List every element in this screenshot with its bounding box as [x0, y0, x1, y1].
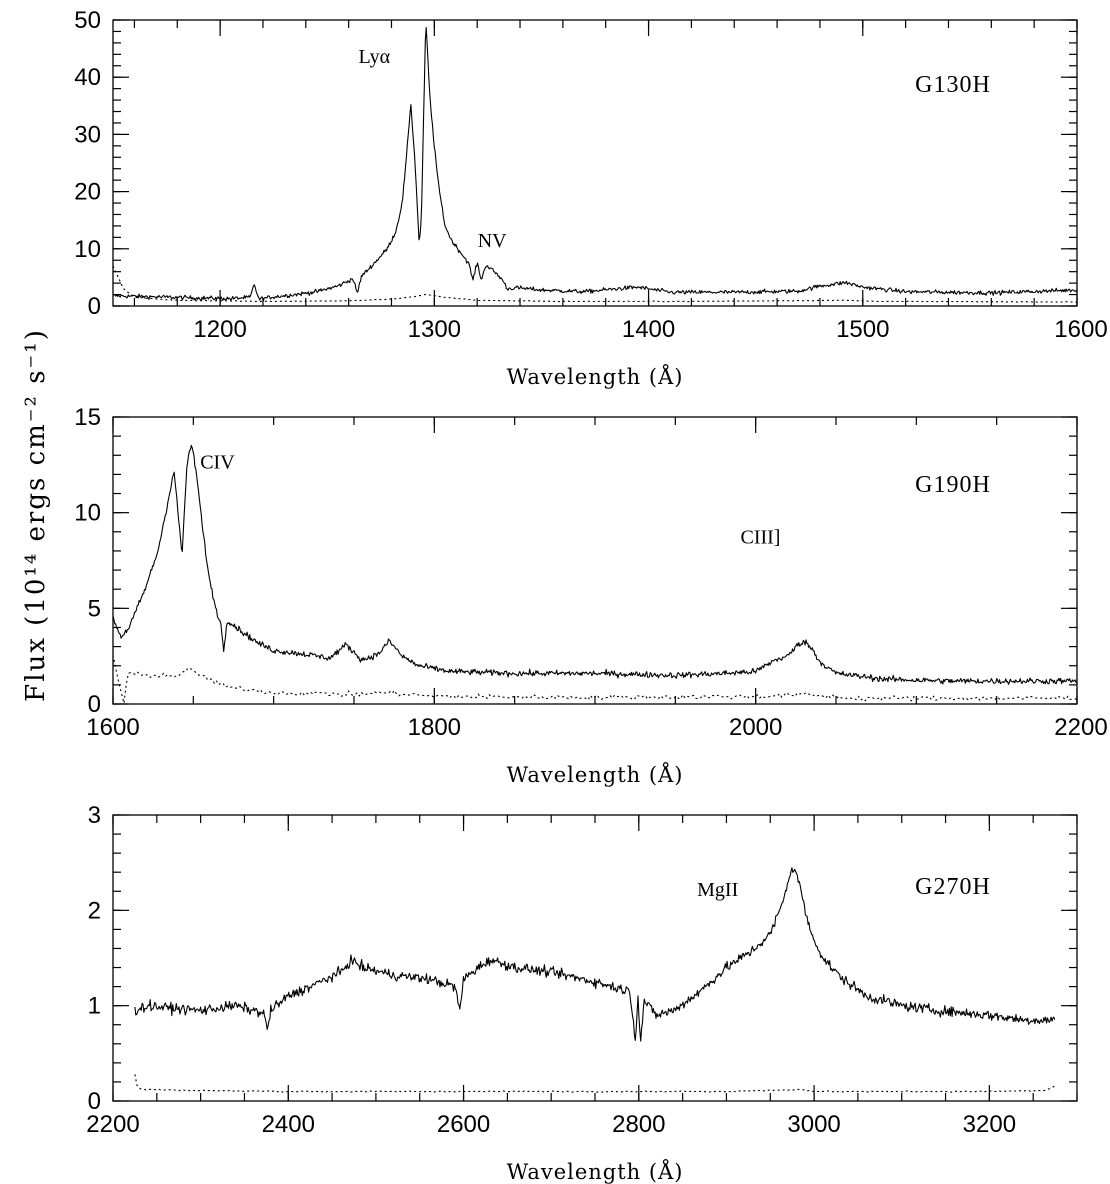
- x-tick-label: 3000: [787, 1111, 840, 1138]
- x-tick-label: 3200: [963, 1111, 1016, 1138]
- flux-series: [113, 444, 1077, 685]
- y-tick-label: 1: [88, 993, 101, 1020]
- panel-g190h: 1600 1800 2000 2200 0 5 10 15 Wavelength (Å) G190…: [74, 404, 1107, 787]
- y-tick-label: 0: [88, 293, 101, 320]
- x-tick-label: 2400: [262, 1111, 315, 1138]
- emission-line-label: NV: [478, 230, 507, 252]
- x-tick-label: 1600: [1054, 316, 1107, 343]
- x-tick-label: 2800: [612, 1111, 665, 1138]
- y-tick-label: 10: [74, 236, 101, 263]
- error-series: [134, 1074, 1055, 1093]
- y-tick-label: 30: [74, 121, 101, 148]
- x-axis-title: Wavelength (Å): [507, 364, 684, 389]
- y-tick-label: 3: [88, 802, 101, 829]
- y-axis-title: Flux (10¹⁴ ergs cm⁻² s⁻¹): [21, 328, 51, 702]
- grating-label: G190H: [915, 472, 991, 498]
- plot-frame: [112, 19, 1078, 307]
- x-axis-title: Wavelength (Å): [507, 762, 684, 787]
- error-series: [113, 654, 1077, 704]
- panel-g130h: 1200 1300 1400 1500 1600 0 10 20 30 40 50 Wavelengt…: [74, 7, 1107, 389]
- x-tick-label: 2600: [437, 1111, 490, 1138]
- plot-frame: [112, 814, 1078, 1102]
- emission-line-label: MgII: [697, 879, 738, 901]
- x-tick-label: 1800: [408, 714, 461, 741]
- flux-series: [113, 27, 1077, 302]
- emission-line-label: CIII]: [740, 526, 780, 548]
- y-tick-label: 40: [74, 64, 101, 91]
- y-tick-label: 20: [74, 179, 101, 206]
- emission-line-label: CIV: [200, 452, 235, 474]
- error-series: [113, 265, 1077, 303]
- x-tick-label: 1300: [408, 316, 461, 343]
- x-tick-label: 2000: [729, 714, 782, 741]
- panels: 1200 1300 1400 1500 160001020304050Wavelengt…: [74, 7, 1107, 1184]
- y-tick-label: 0: [88, 1088, 101, 1115]
- x-tick-label: 1200: [193, 316, 246, 343]
- y-tick-label: 50: [74, 7, 101, 34]
- y-tick-label: 2: [88, 897, 101, 924]
- x-tick-label: 1500: [836, 316, 889, 343]
- plot-frame: [112, 416, 1078, 705]
- x-tick-label: 2200: [1054, 714, 1107, 741]
- y-tick-label: 10: [74, 500, 101, 527]
- panel-g270h: 2200 2400 2600 2800 3000 3200 0 1 2 3 Wavelength (…: [86, 802, 1078, 1184]
- y-tick-label: 0: [88, 691, 101, 718]
- y-tick-label: 15: [74, 404, 101, 431]
- flux-series: [134, 867, 1056, 1042]
- grating-label: G270H: [915, 874, 991, 900]
- x-tick-label: 2200: [86, 1111, 139, 1138]
- x-tick-label: 1600: [86, 714, 139, 741]
- grating-label: G130H: [915, 72, 991, 98]
- x-tick-label: 1400: [622, 316, 675, 343]
- y-tick-label: 5: [88, 595, 101, 622]
- emission-line-label: Lyα: [359, 46, 391, 68]
- x-axis-title: Wavelength (Å): [507, 1159, 684, 1184]
